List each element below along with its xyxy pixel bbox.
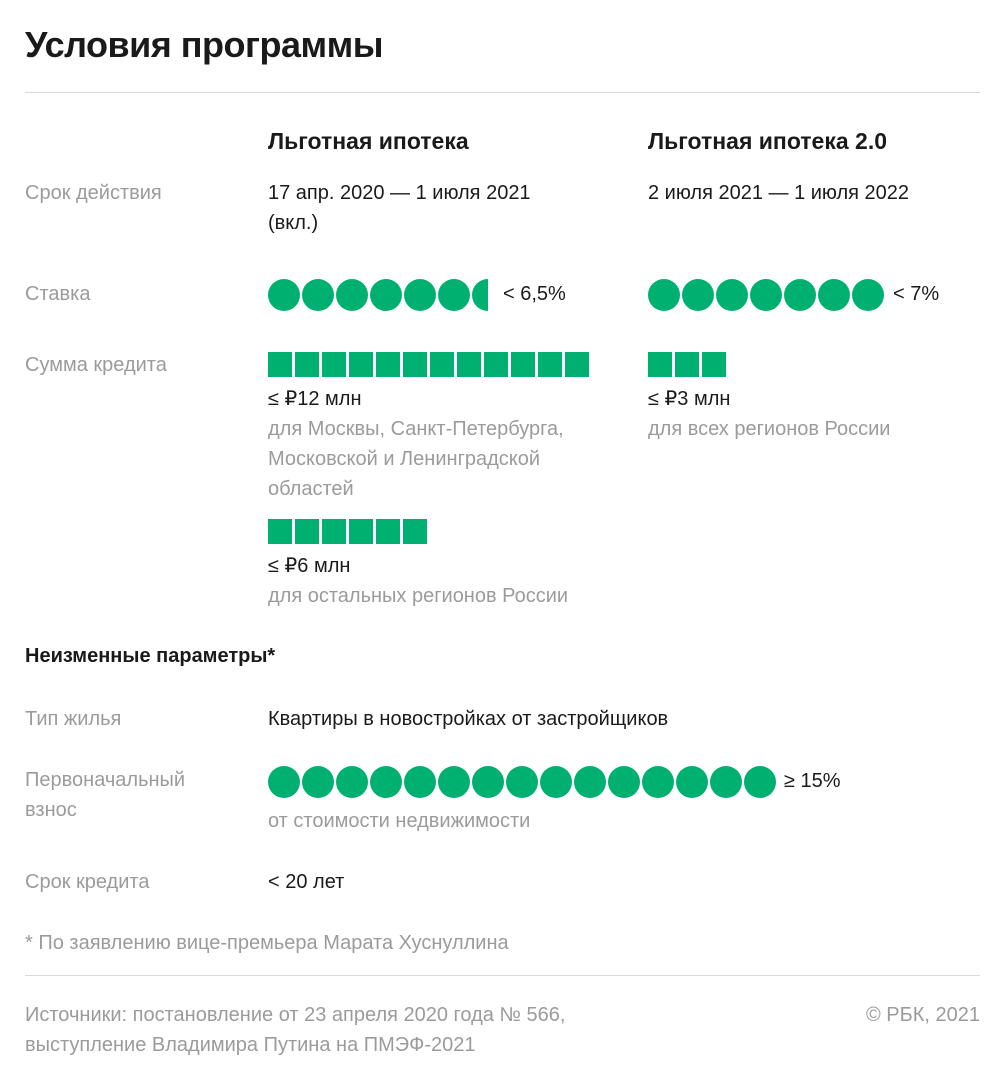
down-payment-label-line2: взнос [25,799,77,821]
loan-program1-main-square [538,352,562,377]
loan-program1-other-amount: ≤ ₽6 млн [268,555,351,577]
sources: Источники: постановление от 23 апреля 20… [25,1000,565,1060]
housing-label: Тип жилья [25,708,122,730]
rate-program2-dot [750,279,782,311]
down-payment-dot [744,766,776,798]
rate-program1-dot [268,279,300,311]
footnote: * По заявлению вице-премьера Марата Хусн… [25,932,509,954]
bottom-divider [25,975,980,976]
loan-program1-other-square [349,519,373,544]
loan-program1-other-square [376,519,400,544]
loan-program1-main-square [295,352,319,377]
loan-program1-main-square [565,352,589,377]
copyright: © РБК, 2021 [865,1004,980,1026]
down-payment-dot [336,766,368,798]
rate-program2-dot [648,279,680,311]
loan-program1-main-square [511,352,535,377]
loan-program1-main-square [430,352,454,377]
loan-program1-main-square [322,352,346,377]
rate-program2-dot [818,279,850,311]
loan-program1-main-square [268,352,292,377]
column-header-program1: Льготная ипотека [268,128,469,154]
down-payment-label-line1: Первоначальный [25,769,186,791]
loan-program1-main-amount: ≤ ₽12 млн [268,388,362,410]
loan-program1-other-square [403,519,427,544]
loan-program2-note: для всех регионов России [648,418,891,440]
loan-program1-other-square [295,519,319,544]
rate-program1-partial-dot [472,279,488,311]
loan-program1-main-squares [268,352,589,377]
rate-program1-dot [438,279,470,311]
down-payment-dot [574,766,606,798]
down-payment-dot [506,766,538,798]
down-payment-dot [404,766,436,798]
sources-line1: Источники: постановление от 23 апреля 20… [25,1004,566,1026]
term-program1-line1: 17 апр. 2020 — 1 июля 2021 [268,182,531,204]
rate-program2-dots [648,279,884,311]
down-payment-dot [676,766,708,798]
term-program1-line2: (вкл.) [268,212,319,234]
column-header-program2: Льготная ипотека 2.0 [648,128,888,154]
loan-program1-main-square [484,352,508,377]
rate-program2-dot [682,279,714,311]
loan-amount-label: Сумма кредита [25,354,167,376]
loan-program2-square [648,352,672,377]
loan-program2-amount: ≤ ₽3 млн [648,388,731,410]
rate-program2-dot [784,279,816,311]
sources-line2: выступление Владимира Путина на ПМЭФ-202… [25,1034,476,1056]
unchanged-heading: Неизменные параметры* [25,645,276,667]
loan-term-value: < 20 лет [268,871,345,893]
loan-program2-squares [648,352,726,377]
loan-program1-main-note-line1: для Москвы, Санкт-Петербурга, [268,418,564,440]
rate-program2-value: < 7% [893,283,940,305]
loan-program1-main-square [349,352,373,377]
down-payment-dot [302,766,334,798]
down-payment-dot [608,766,640,798]
loan-program1-main-square [376,352,400,377]
down-payment-label: Первоначальный взнос [25,765,185,825]
rate-program1-dot [370,279,402,311]
rate-program1-dots [268,279,488,311]
loan-program1-other-square [268,519,292,544]
down-payment-dot [438,766,470,798]
term-program2: 2 июля 2021 — 1 июля 2022 [648,182,910,204]
term-label: Срок действия [25,182,162,204]
loan-program1-main-square [403,352,427,377]
rate-program2-dot [716,279,748,311]
page-title: Условия программы [25,24,384,65]
down-payment-dot [472,766,504,798]
down-payment-dot [710,766,742,798]
loan-program1-other-square [322,519,346,544]
down-payment-note: от стоимости недвижимости [268,810,531,832]
loan-program1-main-note-line2: Московской и Ленинградской [268,448,541,470]
top-divider [25,92,980,93]
housing-value: Квартиры в новостройках от застройщиков [268,708,669,730]
loan-program1-main-square [457,352,481,377]
loan-term-label: Срок кредита [25,871,150,893]
rate-program1-dot [302,279,334,311]
rate-program1-dot [404,279,436,311]
rate-program1-dot [472,279,488,311]
loan-program2-square [675,352,699,377]
down-payment-dot [268,766,300,798]
term-program1: 17 апр. 2020 — 1 июля 2021 (вкл.) [268,178,531,238]
down-payment-value: ≥ 15% [784,770,841,792]
down-payment-dot [370,766,402,798]
loan-program1-other-squares [268,519,427,544]
down-payment-dots [268,766,776,798]
loan-program1-main-note: для Москвы, Санкт-Петербурга, Московской… [268,414,564,504]
loan-program1-other-note: для остальных регионов России [268,585,569,607]
down-payment-dot [540,766,572,798]
loan-program2-square [702,352,726,377]
rate-program2-dot [852,279,884,311]
rate-program1-dot [336,279,368,311]
rate-label: Ставка [25,283,91,305]
down-payment-dot [642,766,674,798]
loan-program1-main-note-line3: областей [268,478,354,500]
rate-program1-value: < 6,5% [503,283,566,305]
